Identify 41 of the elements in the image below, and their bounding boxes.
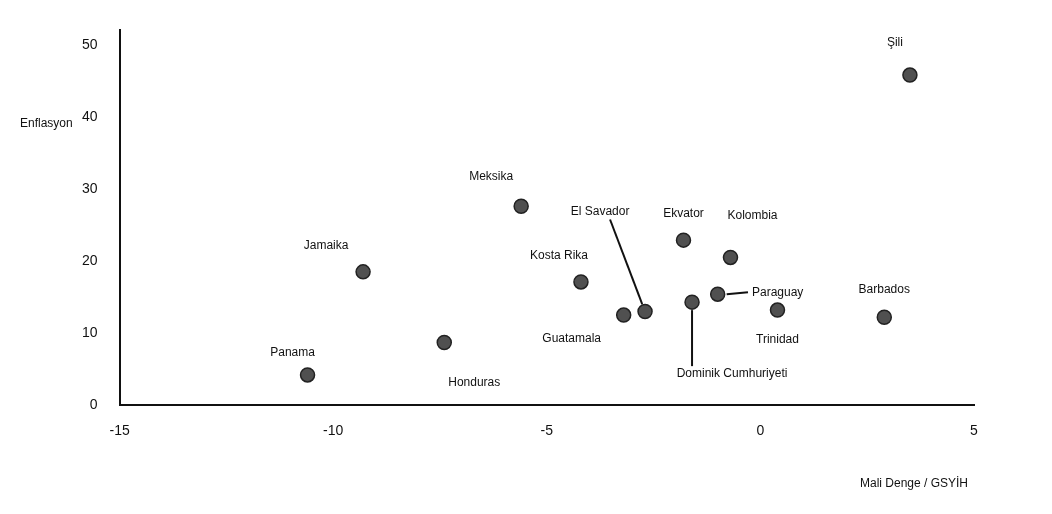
annotation: Kolombia: [727, 207, 778, 222]
x-tick-label: -5: [540, 422, 554, 439]
point: [722, 249, 739, 266]
annotation: Barbados: [858, 281, 910, 296]
y-tick-label: 0: [89, 396, 98, 413]
point: [573, 274, 589, 290]
x-tick-label: 5: [970, 422, 979, 439]
point: [637, 303, 653, 320]
annotation: Guatamala: [542, 331, 602, 346]
point: [709, 286, 726, 302]
point: [876, 309, 893, 326]
y-axis-title: Enflasyon: [20, 116, 73, 131]
point: [615, 307, 632, 323]
annotation: El Savador: [570, 203, 630, 218]
x-tick-label: -15: [109, 422, 130, 439]
annotation: Ekvator: [663, 206, 704, 221]
annotation: Meksika: [469, 168, 514, 183]
x-axis-title: Mali Denge / GSYİH: [859, 476, 969, 491]
annotation: Kosta Rika: [529, 248, 589, 263]
y-tick-label: 30: [81, 179, 98, 196]
annotation: Trinidad: [756, 332, 799, 347]
point: [436, 334, 453, 351]
annotation: Panama: [270, 345, 316, 360]
y-tick-label: 50: [81, 35, 98, 52]
point: [299, 367, 316, 383]
point: [684, 294, 700, 310]
annotation: Honduras: [448, 374, 501, 389]
y-tick-label: 40: [81, 107, 98, 124]
point: [769, 302, 786, 318]
annotation: Dominik Cumhuriyeti: [676, 366, 788, 381]
point: [513, 198, 529, 215]
point: [902, 67, 918, 83]
x-tick-label: 0: [756, 422, 765, 439]
y-tick-label: 20: [81, 251, 98, 268]
point: [675, 232, 692, 248]
point: [355, 264, 371, 280]
annotation: Jamaika: [303, 238, 349, 253]
y-tick-label: 10: [81, 323, 98, 340]
x-tick-label: -10: [323, 422, 344, 439]
annotation: Paraguay: [751, 284, 804, 299]
annotation: Şili: [886, 35, 903, 50]
